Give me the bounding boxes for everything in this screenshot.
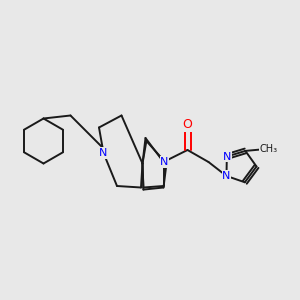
Text: N: N bbox=[223, 152, 231, 162]
Text: N: N bbox=[99, 148, 108, 158]
Text: N: N bbox=[222, 171, 231, 181]
Text: CH₃: CH₃ bbox=[260, 144, 278, 154]
Text: N: N bbox=[160, 157, 169, 167]
Text: O: O bbox=[183, 118, 192, 131]
